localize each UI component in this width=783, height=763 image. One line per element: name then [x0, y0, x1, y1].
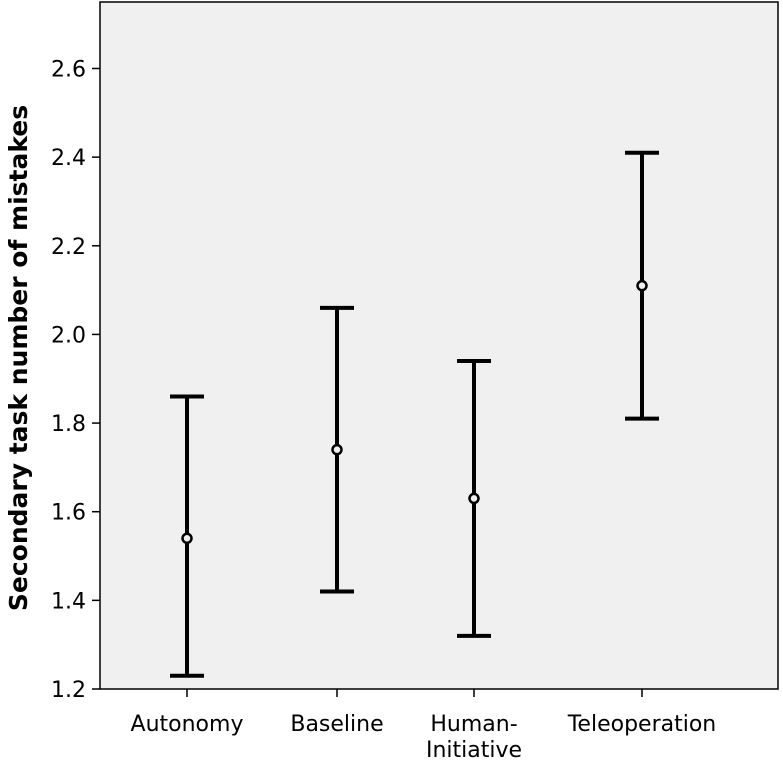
y-tick-label: 1.6: [51, 501, 86, 526]
y-axis-title: Secondary task number of mistakes: [4, 105, 33, 611]
x-tick-label: Teleoperation: [567, 712, 717, 737]
y-tick-label: 1.4: [51, 589, 86, 614]
mean-marker: [636, 279, 648, 292]
y-tick-label: 1.8: [51, 412, 86, 437]
mean-marker: [468, 492, 480, 505]
x-tick-label: Human-: [430, 712, 517, 737]
y-tick-label: 1.2: [51, 678, 86, 703]
x-tick-label: Autonomy: [131, 712, 244, 737]
mean-marker: [331, 443, 343, 456]
x-axis: Autonomy Baseline Human-Initiative Teleoper…: [131, 689, 717, 763]
mean-marker: [181, 532, 193, 545]
plot-area: [99, 1, 779, 690]
y-tick-label: 2.0: [51, 323, 86, 348]
x-tick-label: Initiative: [426, 738, 522, 763]
x-tick-label: Baseline: [290, 712, 383, 737]
y-tick-label: 2.2: [51, 235, 86, 260]
y-tick-label: 2.4: [51, 146, 86, 171]
y-axis: 1.2 1.4 1.6 1.8 2.0 2.2 2.4 2.6: [51, 57, 100, 703]
y-tick-label: 2.6: [51, 57, 86, 82]
error-bars: [170, 150, 659, 678]
